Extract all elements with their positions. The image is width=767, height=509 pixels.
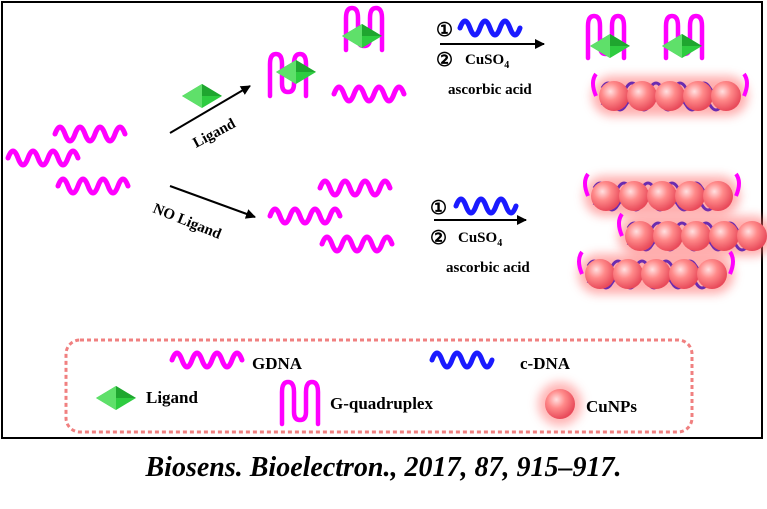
legend-cdna-label: c-DNA (520, 354, 571, 373)
cdna-legend-icon (432, 353, 492, 367)
no-ligand-products (270, 181, 392, 251)
cuso4-label: CuSO4 (465, 52, 509, 71)
gdna-strand (322, 237, 392, 251)
gdna-strand (320, 181, 390, 195)
legend-cunps-label: CuNPs (586, 397, 637, 416)
gdna-strand (55, 127, 125, 141)
step-annotation-top: ① ② CuSO4 ascorbic acid (436, 20, 545, 98)
gdna-start-strands (8, 127, 128, 193)
legend-g-quadruplex-label: G-quadruplex (330, 394, 433, 413)
citation: Biosens. Bioelectron., 2017, 87, 915–917… (145, 452, 622, 483)
gdna-strand (334, 87, 404, 101)
cdna-icon (460, 21, 520, 35)
ligand-products (270, 8, 404, 101)
g-quadruplex-legend-icon (282, 382, 318, 424)
cunps-duplex-row (578, 252, 734, 294)
cunps-duplex-row (584, 174, 740, 216)
gdna-legend-icon (172, 353, 242, 367)
ascorbic-acid-label: ascorbic acid (448, 82, 532, 98)
cunps-duplex-row (618, 214, 767, 256)
no-ligand-result (578, 174, 767, 294)
ligand-result (588, 16, 748, 116)
cuso4-label: CuSO4 (458, 230, 502, 249)
ligand-arrow-label: Ligand (190, 116, 239, 152)
gdna-strand (8, 151, 78, 165)
cunps-legend-icon (538, 382, 582, 426)
cunps-duplex-row (592, 74, 748, 116)
step2-marker: ② (436, 50, 453, 71)
legend-border (64, 338, 694, 434)
step1-marker: ① (430, 198, 447, 219)
ligand-icon (182, 84, 222, 108)
no-ligand-arrow (169, 185, 256, 219)
step2-marker: ② (430, 228, 447, 249)
legend-gdna-label: GDNA (252, 354, 303, 373)
no-ligand-arrow-label: NO Ligand (151, 201, 224, 243)
legend: GDNA c-DNA Ligand G-quadruplex CuNPs (64, 338, 694, 434)
ligand-legend-icon (96, 386, 136, 410)
gdna-strand (58, 179, 128, 193)
legend-ligand-label: Ligand (146, 388, 199, 407)
step-annotation-bottom: ① ② CuSO4 ascorbic acid (430, 198, 530, 276)
ligand-arrow (169, 85, 251, 134)
cdna-icon (456, 199, 516, 213)
step1-marker: ① (436, 20, 453, 41)
ascorbic-acid-label: ascorbic acid (446, 260, 530, 276)
gdna-strand (270, 209, 340, 223)
